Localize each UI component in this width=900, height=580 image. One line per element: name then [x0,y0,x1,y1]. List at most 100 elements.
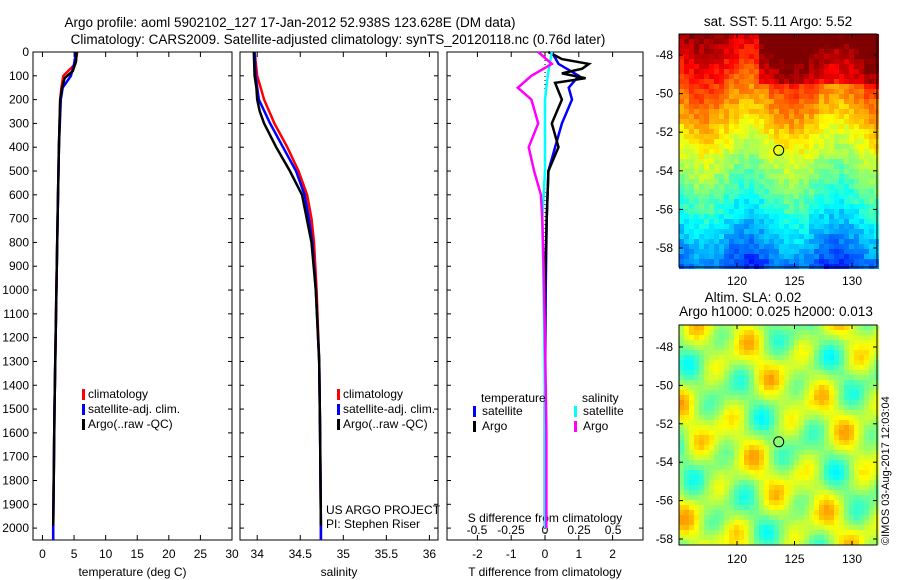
map-cell [764,69,769,74]
map-cell [794,360,799,365]
map-cell [844,99,849,104]
map-cell [804,144,809,149]
map-cell [709,224,714,229]
map-cell [769,244,774,249]
map-cell [784,475,789,480]
map-cell [834,194,839,199]
map-cell [714,244,719,249]
map-cell [834,345,839,350]
map-cell [719,119,724,124]
map-cell [764,470,769,475]
map-cell [839,415,844,420]
map-cell [864,330,869,335]
map-cell [749,490,754,495]
map-cell [769,405,774,410]
map-cell [679,340,684,345]
map-cell [704,64,709,69]
map-cell [854,535,859,540]
map-cell [809,89,814,94]
map-cell [684,229,689,234]
map-cell [729,124,734,129]
map-cell [819,425,824,430]
map-cell [719,400,724,405]
map-cell [849,380,854,385]
map-cell [719,74,724,79]
map-cell [779,530,784,535]
map-cell [734,164,739,169]
map-cell [749,199,754,204]
map-cell [679,159,684,164]
map-cell [844,435,849,440]
map-cell [709,164,714,169]
map-cell [824,445,829,450]
map-cell [764,435,769,440]
map-cell [779,224,784,229]
map-cell [814,435,819,440]
map-cell [784,360,789,365]
map-cell [834,465,839,470]
map-cell [759,340,764,345]
map-cell [709,184,714,189]
map-cell [679,114,684,119]
map-cell [769,129,774,134]
map-cell [869,365,874,370]
map-cell [784,515,789,520]
map-cell [759,475,764,480]
map-cell [764,390,769,395]
map-cell [709,370,714,375]
map-cell [834,415,839,420]
map-cell [869,465,874,470]
map-cell [789,405,794,410]
map-cell [859,480,864,485]
map-cell [769,510,774,515]
map-cell [824,144,829,149]
map-cell [719,390,724,395]
map-cell [824,69,829,74]
map-cell [864,415,869,420]
map-cell [769,184,774,189]
map-cell [809,149,814,154]
map-cell [849,184,854,189]
map-cell [799,505,804,510]
map-cell [819,159,824,164]
map-cell [854,505,859,510]
map-cell [849,365,854,370]
map-cell [734,89,739,94]
map-cell [684,189,689,194]
map-cell [859,54,864,59]
map-cell [724,34,729,39]
map-cell [729,219,734,224]
map-cell [709,219,714,224]
map-cell [789,49,794,54]
map-cell [694,109,699,114]
map-cell [754,89,759,94]
map-cell [804,184,809,189]
map-cell [699,59,704,64]
map-cell [759,495,764,500]
map-cell [724,350,729,355]
map-cell [749,239,754,244]
map-cell [734,254,739,259]
map-cell [749,445,754,450]
map-cell [864,355,869,360]
map-cell [709,360,714,365]
map-cell [769,214,774,219]
map-cell [844,325,849,330]
map-cell [804,34,809,39]
map-cell [859,39,864,44]
map-cell [684,500,689,505]
map-cell [699,400,704,405]
map-cell [714,194,719,199]
map-cell [784,159,789,164]
map-cell [714,199,719,204]
map-cell [849,440,854,445]
map-cell [754,129,759,134]
map-cell [699,44,704,49]
map-cell [734,515,739,520]
map-cell [839,465,844,470]
map-cell [854,114,859,119]
map-cell [839,94,844,99]
map-cell [864,44,869,49]
map-cell [829,440,834,445]
map-cell [704,505,709,510]
